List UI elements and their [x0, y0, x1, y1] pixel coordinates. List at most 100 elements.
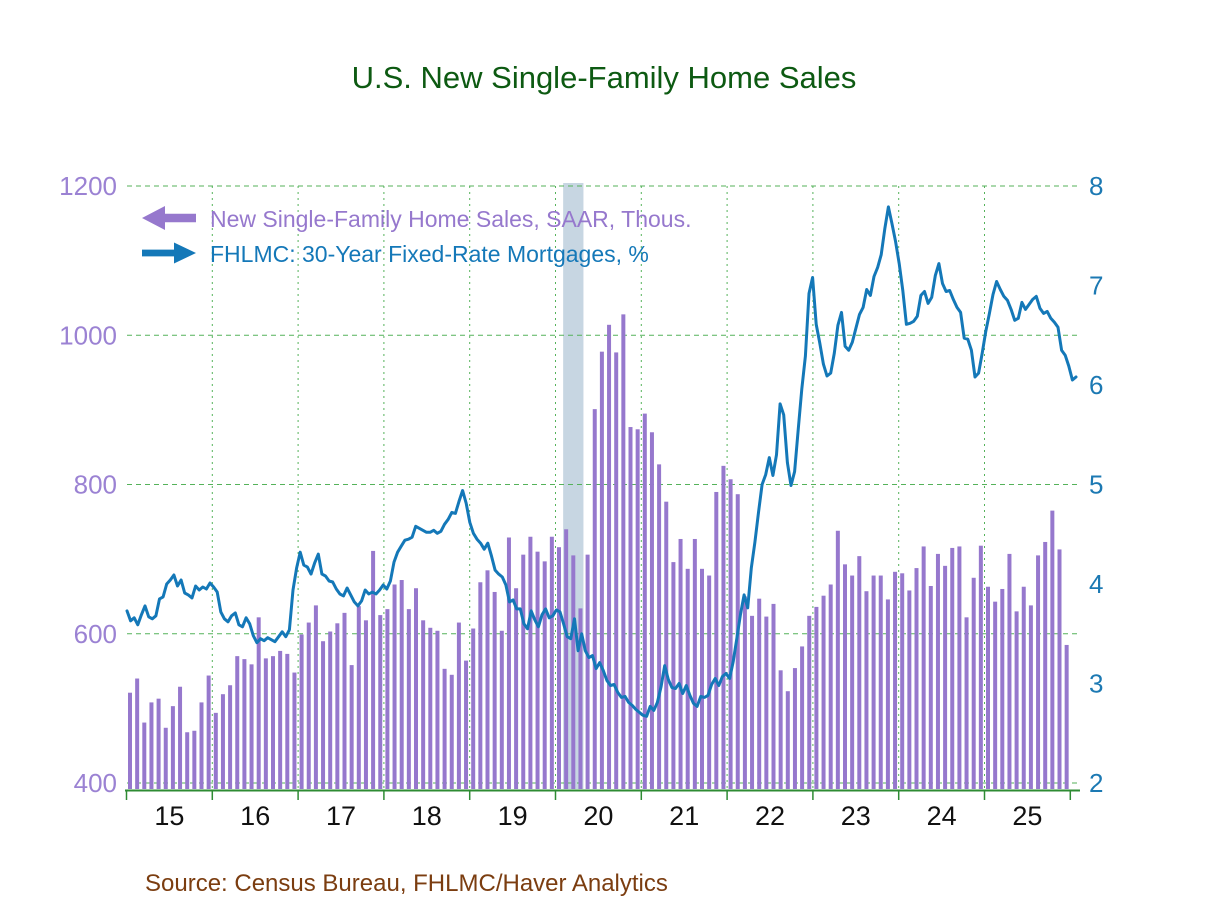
- sales-bar: [142, 722, 147, 789]
- sales-bar: [378, 615, 383, 789]
- y-left-label: 600: [74, 619, 117, 649]
- sales-bar: [792, 668, 797, 789]
- sales-bar: [321, 641, 326, 789]
- sales-bar: [421, 620, 426, 789]
- sales-bar: [1050, 510, 1055, 789]
- sales-bar: [192, 730, 197, 789]
- legend-label-sales: New Single-Family Home Sales, SAAR, Thou…: [210, 206, 691, 232]
- sales-bar: [521, 554, 526, 789]
- x-year-label: 18: [412, 801, 442, 831]
- right-arrow-icon: [142, 242, 196, 264]
- y-left-label: 1200: [59, 171, 117, 201]
- sales-bar: [857, 556, 862, 789]
- sales-bar: [514, 588, 519, 789]
- sales-bar: [242, 659, 247, 789]
- sales-bar: [449, 674, 454, 789]
- sales-bar: [707, 575, 712, 789]
- sales-bar: [185, 732, 190, 789]
- sales-bar: [828, 584, 833, 789]
- sales-bar: [971, 577, 976, 789]
- sales-bar: [235, 656, 240, 789]
- sales-bar: [807, 615, 812, 789]
- sales-bar: [1014, 611, 1019, 789]
- sales-bar: [299, 634, 304, 789]
- sales-bar: [657, 464, 662, 789]
- x-year-label: 25: [1012, 801, 1042, 831]
- sales-bar: [921, 546, 926, 789]
- x-year-label: 16: [240, 801, 270, 831]
- sales-bars: [128, 314, 1069, 789]
- sales-bar: [843, 564, 847, 789]
- sales-bar: [893, 571, 898, 789]
- sales-bar: [914, 568, 919, 789]
- sales-bar: [149, 702, 154, 789]
- sales-bar: [950, 547, 955, 789]
- sales-bar: [599, 351, 604, 789]
- sales-bar: [649, 432, 654, 789]
- x-year-label: 15: [154, 801, 184, 831]
- sales-bar: [356, 606, 361, 789]
- x-year-label: 19: [498, 801, 528, 831]
- sales-bar: [399, 580, 404, 789]
- sales-bar: [943, 565, 948, 789]
- sales-bar: [885, 599, 890, 789]
- sales-bar: [785, 691, 790, 789]
- sales-bar: [764, 616, 769, 789]
- sales-bar: [964, 617, 969, 789]
- sales-bar: [571, 555, 576, 789]
- sales-bar: [256, 617, 261, 789]
- sales-bar: [621, 314, 626, 789]
- x-year-label: 23: [841, 801, 871, 831]
- sales-bar: [249, 664, 254, 789]
- sales-bar: [156, 698, 161, 789]
- sales-bar: [592, 409, 597, 789]
- sales-bar: [306, 622, 311, 789]
- sales-bar: [206, 675, 211, 789]
- sales-bar: [814, 606, 819, 789]
- sales-bar: [492, 591, 497, 789]
- sales-bar: [700, 568, 704, 789]
- sales-bar: [385, 609, 390, 789]
- sales-bar: [1028, 605, 1033, 789]
- sales-bar: [821, 595, 826, 789]
- sales-bar: [692, 538, 697, 789]
- sales-bar: [1021, 586, 1026, 789]
- sales-bar: [585, 554, 590, 789]
- sales-bar: [506, 537, 511, 789]
- sales-bar: [835, 530, 840, 789]
- y-left-label: 800: [74, 470, 117, 500]
- sales-bar: [499, 630, 504, 789]
- sales-bar: [628, 427, 633, 789]
- sales-bar: [542, 561, 547, 789]
- sales-bar: [292, 672, 297, 789]
- y-right-label: 8: [1089, 171, 1103, 201]
- sales-bar: [478, 582, 483, 789]
- source-note: Source: Census Bureau, FHLMC/Haver Analy…: [145, 870, 668, 897]
- sales-bar: [864, 591, 869, 789]
- sales-bar: [342, 612, 347, 789]
- y-right-label: 6: [1089, 370, 1103, 400]
- sales-bar: [271, 656, 275, 789]
- chart-title: U.S. New Single-Family Home Sales: [352, 60, 857, 95]
- sales-bar: [406, 609, 411, 789]
- y-right-label: 3: [1089, 669, 1103, 699]
- x-year-label: 20: [583, 801, 613, 831]
- x-year-label: 22: [755, 801, 785, 831]
- sales-bar: [742, 596, 747, 789]
- sales-bar: [428, 627, 433, 789]
- sales-bar: [1000, 588, 1005, 789]
- sales-bar: [1007, 553, 1012, 789]
- sales-bar: [564, 529, 569, 789]
- sales-bar: [778, 670, 783, 789]
- sales-bar: [535, 551, 540, 789]
- sales-bar: [485, 570, 490, 789]
- sales-bar: [128, 692, 132, 789]
- sales-bar: [900, 573, 905, 789]
- sales-bar: [199, 702, 204, 789]
- sales-bar: [671, 562, 676, 789]
- sales-bar: [642, 413, 647, 789]
- sales-bar: [1036, 555, 1041, 789]
